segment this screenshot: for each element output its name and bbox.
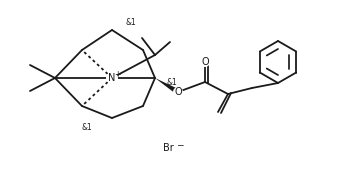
Text: &1: &1 bbox=[81, 124, 92, 132]
Text: +: + bbox=[114, 69, 121, 79]
Text: &1: &1 bbox=[125, 18, 136, 26]
Text: N: N bbox=[108, 73, 116, 83]
Text: O: O bbox=[201, 57, 209, 67]
Text: O: O bbox=[174, 87, 182, 97]
Text: −: − bbox=[176, 141, 184, 149]
Text: Br: Br bbox=[163, 143, 173, 153]
Circle shape bbox=[106, 72, 118, 84]
Circle shape bbox=[173, 87, 183, 97]
Circle shape bbox=[200, 57, 210, 67]
Polygon shape bbox=[155, 78, 180, 94]
Text: &1: &1 bbox=[167, 78, 178, 86]
